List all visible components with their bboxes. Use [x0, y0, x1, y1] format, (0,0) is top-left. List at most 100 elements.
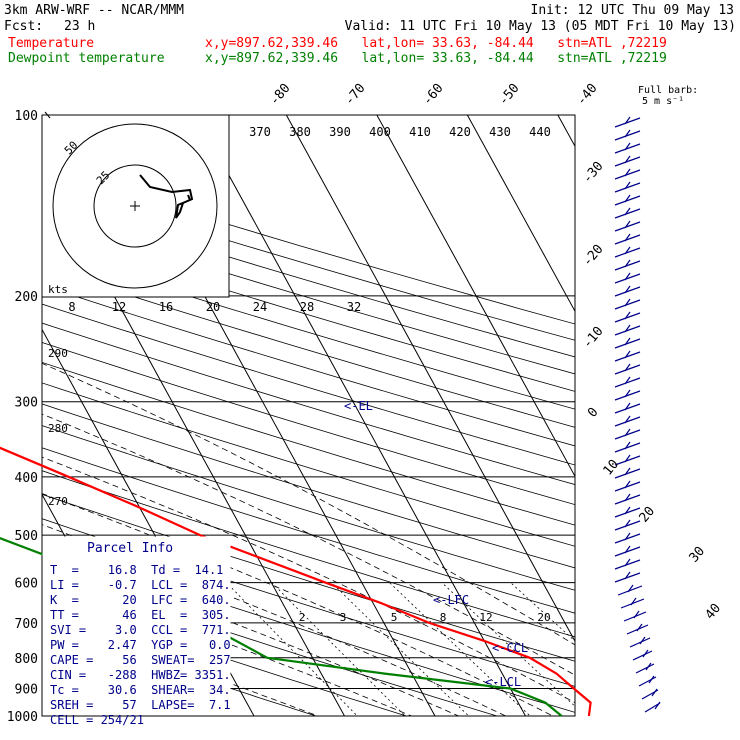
theta-label: 370: [249, 125, 271, 139]
theta-label: 430: [489, 125, 511, 139]
isotherm-label: -40: [574, 81, 601, 109]
wind-barb: [614, 117, 641, 128]
dry-adiabat: [42, 470, 575, 638]
mixing-ratio-label: 2: [299, 611, 306, 624]
wind-barb-flag: [624, 311, 631, 320]
isotherm-line: [285, 115, 575, 643]
wind-barb-flag: [624, 142, 631, 151]
wind-barb: [635, 663, 655, 674]
wind-barb: [614, 520, 641, 531]
isotherm-label: 10: [601, 457, 623, 479]
wind-barb-flag: [624, 545, 631, 554]
parcel-row: TT = 46 EL = 305.: [50, 608, 231, 622]
speed-axis-tick: 32: [347, 300, 361, 314]
parcel-row: T = 16.8 Td = 14.1: [50, 563, 223, 577]
wind-barb: [614, 533, 641, 544]
wind-barb-flag: [624, 220, 631, 229]
isotherm-label: -20: [580, 242, 607, 270]
temperature-legend: Temperature: [8, 36, 95, 51]
wind-barb: [614, 312, 641, 323]
parcel-row: SREH = 57 LAPSE= 7.1: [50, 698, 231, 712]
theta-label: 290: [48, 347, 68, 360]
wind-barb: [614, 481, 641, 492]
temperature-line: [0, 446, 592, 717]
parcel-row: SVI = 3.0 CCL = 771.: [50, 623, 231, 637]
wind-barb-flag: [624, 571, 631, 580]
wind-barb-flag: [639, 636, 646, 645]
mixing-ratio-label: 3: [340, 611, 347, 624]
isotherm-label: -60: [420, 81, 447, 109]
wind-barb-flag: [654, 701, 661, 710]
pressure-tick-label: 300: [15, 396, 38, 411]
wind-barb-flag: [624, 337, 631, 346]
moist-adiabat: [42, 493, 554, 716]
pressure-tick-label: 400: [15, 471, 38, 486]
speed-axis-tick: 16: [159, 300, 173, 314]
pressure-tick-label: 500: [15, 529, 38, 544]
mixing-ratio-line: [510, 582, 575, 642]
wind-barb-flag: [624, 168, 631, 177]
wind-barb: [614, 325, 641, 336]
wind-barb: [614, 416, 641, 427]
hodograph-ring-25: [93, 164, 177, 248]
wind-barb: [638, 676, 657, 687]
pressure-tick-label: 1000: [7, 710, 38, 725]
wind-barb: [614, 286, 641, 297]
wind-barb-flag: [633, 610, 640, 619]
isotherm-line: [195, 115, 527, 716]
wind-barb-flag: [624, 363, 631, 372]
forecast-hours: 23 h: [64, 19, 96, 34]
pressure-tick-label: 600: [15, 577, 38, 592]
wind-barb-flag: [648, 675, 655, 684]
isotherm-label: -70: [342, 81, 369, 109]
theta-label: 410: [409, 125, 431, 139]
wind-barb: [614, 455, 641, 466]
moist-adiabat: [42, 413, 575, 676]
wind-barb-flag: [624, 454, 631, 463]
wind-barb-flag: [624, 116, 631, 125]
pressure-tick-label: 200: [15, 290, 38, 305]
theta-label: 420: [449, 125, 471, 139]
moist-adiabat: [42, 362, 575, 646]
wind-barb-flag: [624, 155, 631, 164]
wind-barb-flag: [624, 480, 631, 489]
wind-barb-flag: [624, 506, 631, 515]
level-marker: <-LFC: [433, 593, 469, 607]
wind-barb: [614, 338, 641, 349]
parcel-info-title: Parcel Info: [87, 541, 173, 556]
dewpoint-legend: Dewpoint temperature: [8, 51, 165, 66]
wind-barb-flag: [624, 194, 631, 203]
level-marker: <-CCL: [492, 641, 528, 655]
wind-barb-flag: [624, 532, 631, 541]
parcel-row: Tc = 30.6 SHEAR= 34.: [50, 683, 231, 697]
mixing-ratio-line: [331, 582, 470, 716]
speed-axis-tick: 24: [253, 300, 267, 314]
forecast-label: Fcst:: [4, 19, 44, 34]
wind-barb: [614, 390, 641, 401]
wind-barb: [632, 650, 653, 661]
wind-barb: [614, 299, 641, 310]
wind-barb-flag: [636, 623, 643, 632]
wind-barb-flag: [624, 233, 631, 242]
wind-barb-flag: [645, 662, 652, 671]
dry-adiabat: [42, 322, 575, 485]
wind-barb-flag: [642, 649, 649, 658]
barb-legend-line1: Full barb:: [638, 85, 698, 96]
parcel-row: CIN = -288 HWBZ= 3351.: [50, 668, 231, 682]
moist-adiabat: [42, 551, 460, 716]
pressure-tick-label: 700: [15, 617, 38, 632]
dry-adiabat: [42, 303, 575, 466]
theta-label: 280: [48, 422, 68, 435]
wind-barb-flag: [624, 259, 631, 268]
wind-barb: [614, 559, 641, 570]
barb-legend-line2: 5 m s⁻¹: [642, 96, 684, 107]
mixing-ratio-line: [226, 582, 358, 716]
wind-barb: [614, 494, 641, 505]
wind-barb: [614, 377, 641, 388]
dry-adiabat: [42, 249, 575, 410]
wind-barb: [614, 364, 641, 375]
wind-barb-flag: [624, 415, 631, 424]
isotherm-line: [376, 115, 575, 478]
level-marker: <-EL: [344, 399, 373, 413]
